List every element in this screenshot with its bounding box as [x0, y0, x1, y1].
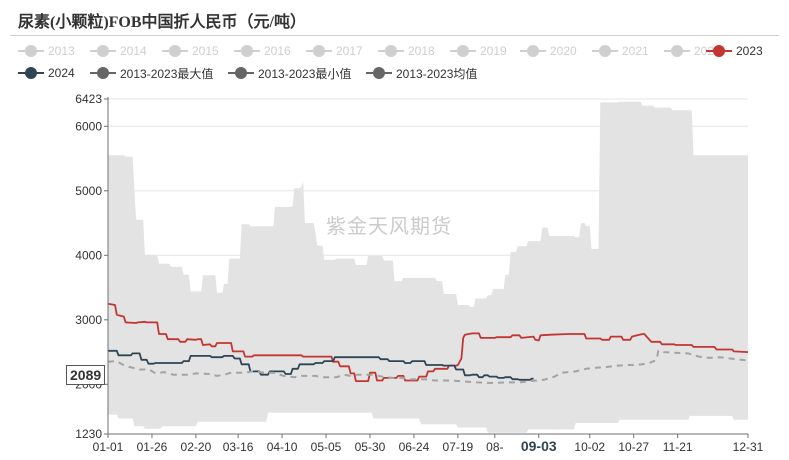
- legend-marker: [520, 44, 546, 58]
- legend-label: 2024: [48, 66, 75, 80]
- legend-label: 2023: [736, 44, 763, 58]
- legend-label: 2021: [622, 44, 649, 58]
- legend-label: 2016: [264, 44, 291, 58]
- legend-item-2021[interactable]: 2021: [592, 41, 649, 61]
- x-tick-label: 11-21: [663, 440, 693, 454]
- legend-item-2020[interactable]: 2020: [520, 41, 577, 61]
- legend-label: 2015: [192, 44, 219, 58]
- legend-item-2016[interactable]: 2016: [234, 41, 291, 61]
- legend-label: 2020: [550, 44, 577, 58]
- legend-label: 2019: [480, 44, 507, 58]
- legend-marker: [18, 44, 44, 58]
- legend-marker: [162, 44, 188, 58]
- current-value-label: 2089: [66, 365, 106, 385]
- legend-item-2017[interactable]: 2017: [306, 41, 363, 61]
- legend-marker: [234, 44, 260, 58]
- x-tick-label: 05-30: [355, 440, 386, 454]
- legend-item-2015[interactable]: 2015: [162, 41, 219, 61]
- legend-item-2013-2023最小值[interactable]: 2013-2023最小值: [228, 63, 351, 83]
- legend-label: 2014: [120, 44, 147, 58]
- legend-label: 2013-2023均值: [396, 66, 478, 81]
- legend-marker: [366, 66, 392, 80]
- series-line-2023: [107, 302, 749, 383]
- legend-item-2014[interactable]: 2014: [90, 41, 147, 61]
- series-line-2024: [108, 349, 534, 381]
- legend-marker: [706, 44, 732, 58]
- legend-marker: [450, 44, 476, 58]
- legend-label: 2018: [408, 44, 435, 58]
- watermark-text: 紫金天风期货: [326, 216, 452, 238]
- legend-label: 2013: [48, 44, 75, 58]
- y-tick-label: 3000: [75, 313, 102, 327]
- legend-item-2019[interactable]: 2019: [450, 41, 507, 61]
- legend-marker: [90, 44, 116, 58]
- x-tick-label: 02-20: [181, 440, 212, 454]
- legend-marker: [228, 66, 254, 80]
- legend-item-2018[interactable]: 2018: [378, 41, 435, 61]
- y-tick-label: 5000: [75, 184, 102, 198]
- x-tick-label: 06-24: [399, 440, 430, 454]
- x-tick-label: 10-02: [574, 440, 605, 454]
- x-tick-label: 04-10: [267, 440, 298, 454]
- range-band-area: [108, 101, 748, 433]
- y-tick-label: 6000: [75, 119, 102, 133]
- x-tick-label: 05-05: [311, 440, 342, 454]
- legend-label: 2013-2023最大值: [120, 66, 214, 81]
- legend-marker: [378, 44, 404, 58]
- legend-marker: [18, 66, 44, 80]
- legend-item-2013[interactable]: 2013: [18, 41, 75, 61]
- x-tick-label: 01-01: [93, 440, 124, 454]
- legend-marker: [306, 44, 332, 58]
- legend-label: 2017: [336, 44, 363, 58]
- x-tick-label: 10-27: [618, 440, 649, 454]
- legend-label: 2013-2023最小值: [258, 66, 352, 81]
- legend-marker: [592, 44, 618, 58]
- legend-item-2023[interactable]: 2023: [706, 41, 763, 61]
- y-tick-label: 6423: [75, 92, 102, 106]
- legend-item-2013-2023最大值[interactable]: 2013-2023最大值: [90, 63, 213, 83]
- legend-item-2024[interactable]: 2024: [18, 63, 75, 83]
- legend-marker: [90, 66, 116, 80]
- chart-title: 尿素(小颗粒)FOB中国折人民币（元/吨）: [18, 14, 306, 31]
- x-tick-label: 08-: [486, 440, 503, 454]
- x-tick-label: 09-03: [521, 438, 557, 454]
- y-tick-label: 4000: [75, 248, 102, 262]
- chart-legend: 2013201420152016201720182019202020212022…: [0, 38, 789, 88]
- x-tick-label: 01-26: [137, 440, 168, 454]
- x-tick-label: 03-16: [223, 440, 254, 454]
- x-tick-label: 07-19: [443, 440, 474, 454]
- legend-item-2013-2023均值[interactable]: 2013-2023均值: [366, 63, 477, 83]
- title-divider: [10, 35, 779, 36]
- y-tick-label: 1230: [75, 427, 102, 441]
- x-tick-label: 12-31: [733, 440, 764, 454]
- legend-marker: [664, 44, 690, 58]
